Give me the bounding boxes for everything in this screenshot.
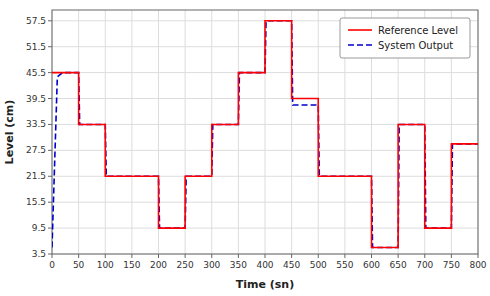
- tick-mark: [211, 254, 212, 258]
- tick-mark: [158, 254, 159, 258]
- tick-mark: [48, 176, 52, 177]
- tick-label: 500: [310, 260, 327, 270]
- tick-mark: [48, 254, 52, 255]
- tick-mark: [52, 254, 53, 258]
- tick-mark: [48, 150, 52, 151]
- tick-label: 39.5: [26, 94, 46, 104]
- tick-label: 45.5: [26, 68, 46, 78]
- plot-frame: [52, 10, 478, 254]
- tick-label: 250: [177, 260, 194, 270]
- tick-label: 27.5: [26, 145, 46, 155]
- tick-mark: [131, 254, 132, 258]
- grid-line: [52, 150, 478, 151]
- tick-label: 57.5: [26, 16, 46, 26]
- tick-label: 550: [336, 260, 353, 270]
- tick-label: 21.5: [26, 171, 46, 181]
- tick-label: 150: [123, 260, 140, 270]
- tick-label: 51.5: [26, 42, 46, 52]
- legend-label: System Output: [378, 40, 453, 51]
- tick-mark: [185, 254, 186, 258]
- legend-label: Reference Level: [378, 25, 458, 36]
- tick-label: 300: [203, 260, 220, 270]
- legend-swatch: [348, 29, 372, 31]
- tick-label: 350: [230, 260, 247, 270]
- tick-label: 100: [97, 260, 114, 270]
- tick-label: 50: [73, 260, 85, 270]
- tick-mark: [48, 46, 52, 47]
- grid-line: [52, 98, 478, 99]
- tick-label: 33.5: [26, 119, 46, 129]
- tick-label: 400: [256, 260, 273, 270]
- tick-label: 600: [363, 260, 380, 270]
- tick-mark: [78, 254, 79, 258]
- tick-mark: [344, 254, 345, 258]
- tick-label: 750: [443, 260, 460, 270]
- legend-box: [340, 18, 470, 58]
- tick-mark: [105, 254, 106, 258]
- tick-mark: [48, 202, 52, 203]
- tick-mark: [398, 254, 399, 258]
- tick-label: 9.5: [32, 223, 46, 233]
- grid: [52, 10, 478, 254]
- tick-label: 700: [416, 260, 433, 270]
- axes: 0 50 100 150 200 250 300 350 400 450 500 550 600 650 7…: [26, 10, 487, 270]
- y-axis-label: Level (cm): [3, 100, 16, 165]
- tick-mark: [318, 254, 319, 258]
- tick-mark: [48, 124, 52, 125]
- tick-label: 650: [390, 260, 407, 270]
- tick-label: 15.5: [26, 197, 46, 207]
- grid-line: [52, 202, 478, 203]
- tick-label: 0: [49, 260, 55, 270]
- tick-mark: [48, 72, 52, 73]
- grid-line: [52, 228, 478, 229]
- legend-swatch: [348, 44, 372, 46]
- x-axis-label: Time (sn): [236, 278, 294, 291]
- tick-mark: [424, 254, 425, 258]
- tick-mark: [48, 98, 52, 99]
- tick-mark: [238, 254, 239, 258]
- tick-mark: [478, 254, 479, 258]
- tick-label: 450: [283, 260, 300, 270]
- legend: Reference Level System Output: [340, 18, 470, 58]
- tick-mark: [291, 254, 292, 258]
- tick-mark: [451, 254, 452, 258]
- tick-mark: [48, 20, 52, 21]
- tick-mark: [265, 254, 266, 258]
- tick-label: 800: [469, 260, 486, 270]
- tick-mark: [48, 228, 52, 229]
- tick-mark: [371, 254, 372, 258]
- tick-label: 3.5: [32, 249, 46, 259]
- chart: 0 50 100 150 200 250 300 350 400 450 500 550 600 650 7…: [0, 0, 490, 296]
- tick-label: 200: [150, 260, 167, 270]
